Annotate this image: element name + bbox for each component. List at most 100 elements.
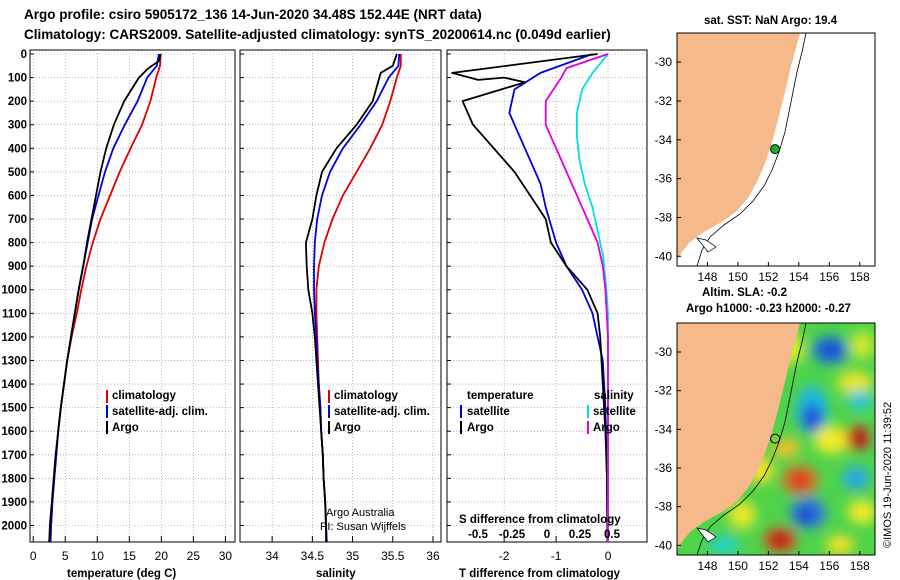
s-diff-tick-label: -0.5	[468, 529, 488, 541]
map-lat-label: -40	[655, 249, 673, 263]
map-lon-label: 152	[758, 270, 778, 284]
map-top-land	[677, 33, 800, 260]
figure-title-line1: Argo profile: csiro 5905172_136 14-Jun-2…	[24, 7, 482, 22]
depth-tick-label: 800	[8, 238, 27, 250]
x-tick-label: 34.5	[301, 549, 325, 563]
series-line-satellite-adj-clim-	[49, 53, 160, 542]
difference-legend-temperature: temperature satellite Argo	[460, 390, 533, 434]
difference-legend-salinity: salinity satellite Argo	[587, 390, 636, 434]
series-line-s-satellite	[576, 53, 609, 542]
map-bottom-title-line2: Argo h1000: -0.23 h2000: -0.27	[686, 303, 851, 315]
salinity-gridlines	[240, 50, 441, 542]
x-tick-label: 10	[91, 549, 105, 563]
x-tick-label: 0	[605, 549, 612, 563]
salinity-x-ticks: 34 34.5 35 35.5 36	[265, 549, 439, 563]
depth-tick-label: 900	[8, 261, 27, 273]
map-lat-label: -34	[655, 422, 673, 436]
figure-title-line2: Climatology: CARS2009. Satellite-adjuste…	[24, 27, 611, 42]
map-lat-label: -32	[655, 384, 673, 398]
map-lon-label: 148	[697, 270, 717, 284]
map-lat-label: -36	[655, 461, 673, 475]
x-tick-label: 25	[187, 549, 201, 563]
s-diff-tick-label: 0.25	[569, 529, 592, 541]
depth-tick-label: 600	[8, 190, 27, 202]
difference-panel-frame	[446, 49, 648, 543]
temperature-legend: climatology satellite-adj. clim. Argo	[106, 390, 208, 434]
map-bottom-land	[677, 323, 800, 550]
depth-tick-label: 400	[8, 143, 27, 155]
difference-series	[451, 53, 609, 542]
map-top-axes: 148 150 152 154 156 158 -30 -32 -34 -36 -38 -40	[655, 55, 870, 284]
x-tick-label: 20	[155, 549, 169, 563]
x-tick-label: 30	[219, 549, 233, 563]
difference-top-x-label: S difference from climatology	[459, 514, 621, 526]
map-bottom-axes: 148 150 152 154 156 158 -30 -32 -34 -36 -38 -40	[655, 345, 870, 573]
depth-tick-label: 1600	[1, 426, 27, 438]
depth-tick-label: 200	[8, 96, 27, 108]
difference-x-ticks: -2 -1 0	[499, 549, 612, 563]
x-tick-label: 35.5	[381, 549, 405, 563]
map-bottom-contour	[696, 323, 807, 555]
legend-label-climatology: climatology	[334, 390, 399, 402]
salinity-panel-frame	[239, 49, 442, 543]
map-bottom-float-marker	[770, 433, 781, 444]
map-top	[677, 33, 875, 266]
series-line-t-argo	[451, 53, 609, 542]
x-tick-label: 0	[30, 549, 37, 563]
legend-label-s-argo: Argo	[593, 422, 620, 434]
difference-gridlines	[447, 50, 647, 542]
map-lon-label: 150	[728, 559, 748, 573]
temperature-x-ticks: 0 5 10 15 20 25 30	[30, 549, 233, 563]
depth-tick-label: 1400	[1, 379, 27, 391]
series-line-s-argo	[544, 53, 609, 542]
x-tick-label: 5	[62, 549, 69, 563]
imos-credit: ©IMOS 19-Jun-2020 11:39:52	[882, 402, 894, 548]
map-lon-label: 150	[728, 270, 748, 284]
credit-pi: PI: Susan Wijffels	[320, 521, 406, 533]
map-top-title: sat. SST: NaN Argo: 19.4	[704, 15, 838, 27]
depth-tick-label: 500	[8, 167, 27, 179]
depth-tick-label: 1200	[1, 332, 27, 344]
depth-tick-label: 100	[8, 73, 27, 85]
map-lat-label: -40	[655, 538, 673, 552]
depth-tick-label: 700	[8, 214, 27, 226]
map-top-float-marker	[770, 144, 781, 155]
map-lat-label: -30	[655, 55, 673, 69]
map-bottom-island	[696, 527, 717, 543]
legend-title-salinity: salinity	[594, 390, 634, 402]
depth-tick-label: 1900	[1, 497, 27, 509]
temperature-x-label: temperature (deg C)	[67, 568, 176, 580]
difference-x-label: T difference from climatology	[459, 568, 621, 580]
series-line-t-satellite	[508, 53, 609, 542]
map-top-island	[696, 237, 717, 253]
series-line-argo	[48, 53, 162, 542]
salinity-series	[304, 53, 402, 542]
credit-argo-australia: Argo Australia	[326, 507, 395, 519]
s-diff-tick-label: 0	[544, 529, 550, 541]
map-lat-label: -36	[655, 172, 673, 186]
salinity-legend: climatology satellite-adj. clim. Argo	[328, 390, 430, 434]
depth-tick-label: 1700	[1, 450, 27, 462]
map-lon-label: 154	[789, 270, 809, 284]
map-lon-label: 152	[758, 559, 778, 573]
series-line-satellite-adj-clim-	[313, 53, 401, 542]
legend-label-argo: Argo	[112, 422, 139, 434]
map-bottom-frame	[676, 322, 876, 556]
x-tick-label: 35	[346, 549, 360, 563]
legend-label-satellite: satellite-adj. clim.	[112, 406, 208, 418]
salinity-x-label: salinity	[316, 568, 356, 580]
temperature-panel-frame	[29, 49, 236, 543]
map-lat-label: -38	[655, 210, 673, 224]
map-lon-label: 156	[819, 559, 839, 573]
map-lat-label: -32	[655, 94, 673, 108]
map-lat-label: -34	[655, 133, 673, 147]
map-lon-label: 158	[850, 270, 870, 284]
map-lat-label: -30	[655, 345, 673, 359]
series-line-argo	[304, 53, 398, 542]
temperature-gridlines	[30, 50, 235, 542]
map-lat-label: -38	[655, 500, 673, 514]
legend-title-temperature: temperature	[467, 390, 533, 402]
depth-tick-label: 0	[21, 49, 27, 61]
temperature-series	[48, 53, 162, 542]
s-diff-tick-label: -0.25	[499, 529, 526, 541]
